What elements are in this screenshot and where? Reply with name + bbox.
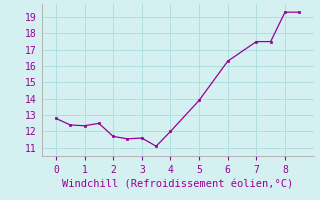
- X-axis label: Windchill (Refroidissement éolien,°C): Windchill (Refroidissement éolien,°C): [62, 179, 293, 189]
